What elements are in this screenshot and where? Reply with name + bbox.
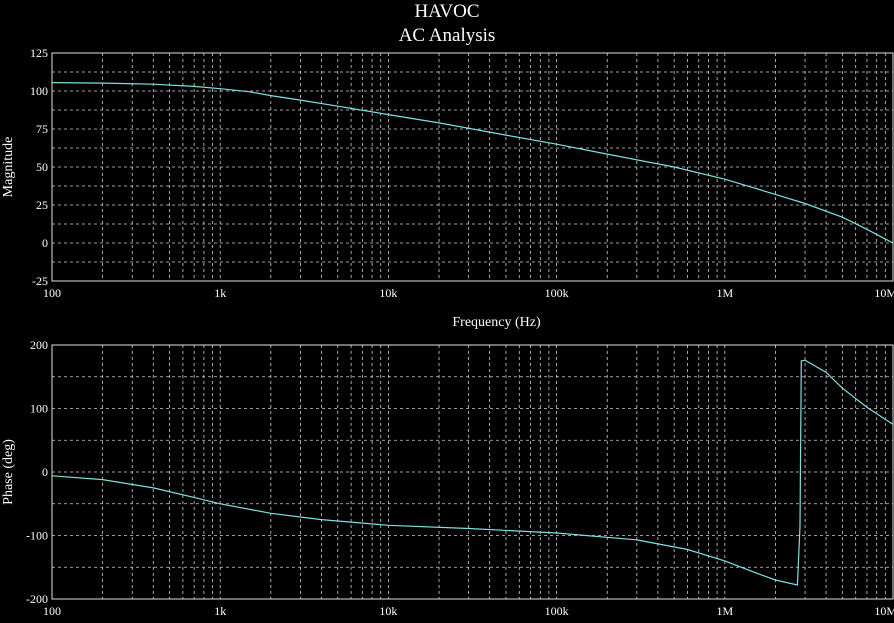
y-axis-label: Phase (deg): [1, 439, 16, 505]
plot-frame: [51, 52, 894, 282]
x-tick-label: 1k: [214, 286, 226, 300]
y-tick-label: -100: [26, 529, 48, 543]
y-tick-label: 0: [42, 465, 48, 479]
x-tick-label: 100k: [545, 286, 569, 300]
y-tick-label: 100: [30, 84, 48, 98]
chart-subtitle: AC Analysis: [398, 25, 496, 46]
y-tick-label: -200: [26, 592, 48, 606]
x-tick-label: 1M: [716, 286, 733, 300]
x-axis-label: Frequency (Hz): [452, 315, 541, 330]
x-tick-label: 100: [43, 604, 61, 618]
plot-frame: [51, 344, 894, 600]
y-tick-label: -25: [32, 274, 48, 288]
chart-title-block: HAVOC AC Analysis: [0, 0, 894, 48]
y-tick-label: 100: [30, 402, 48, 416]
y-tick-label: 25: [36, 198, 48, 212]
y-tick-label: 0: [42, 236, 48, 250]
magnitude-trace: [51, 82, 894, 244]
x-tick-label: 10M: [874, 286, 894, 300]
x-tick-label: 100k: [545, 604, 569, 618]
y-axis-label: Magnitude: [1, 137, 16, 198]
y-tick-label: 125: [30, 46, 48, 60]
y-tick-label: 75: [36, 122, 48, 136]
x-tick-label: 100: [43, 286, 61, 300]
y-tick-label: 200: [30, 338, 48, 352]
chart-title: HAVOC: [414, 1, 480, 22]
x-tick-label: 10k: [379, 604, 397, 618]
y-tick-label: 50: [36, 160, 48, 174]
x-tick-label: 1M: [716, 604, 733, 618]
x-tick-label: 10k: [379, 286, 397, 300]
x-tick-label: 1k: [214, 604, 226, 618]
x-tick-label: 10M: [874, 604, 894, 618]
phase-trace: [51, 359, 894, 586]
